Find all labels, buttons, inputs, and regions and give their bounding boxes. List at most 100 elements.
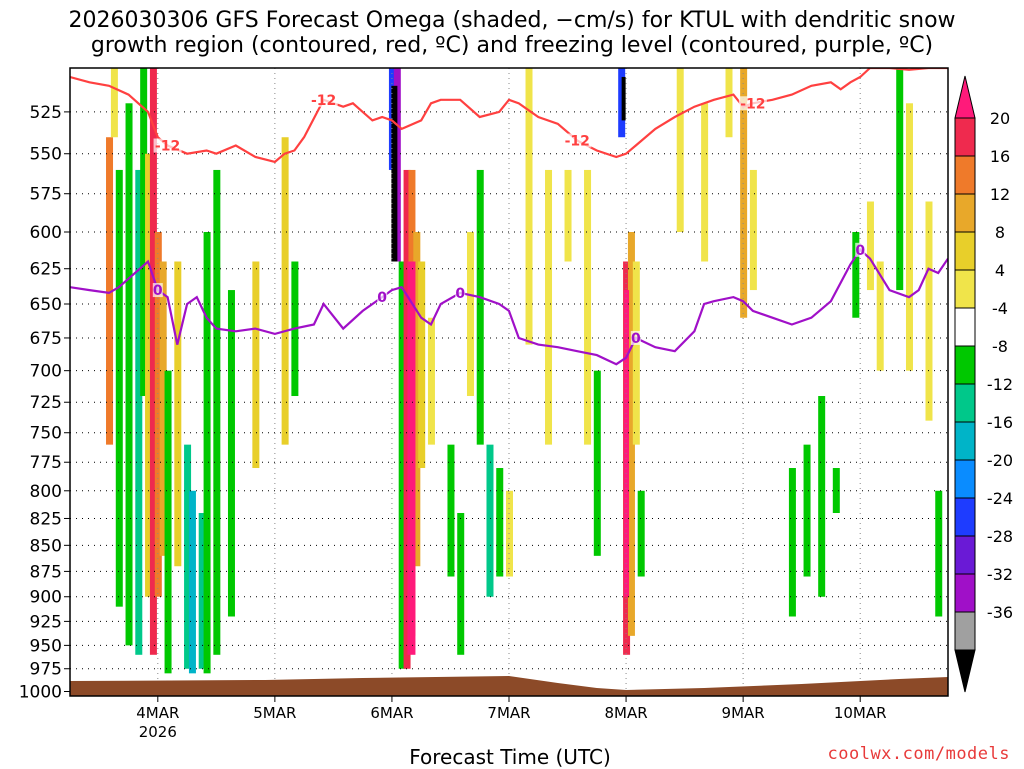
y-tick-label: 700	[30, 362, 62, 382]
colorbar-swatch	[954, 421, 976, 461]
colorbar-label: 8	[995, 223, 1005, 242]
colorbar-swatch	[954, 193, 976, 233]
y-tick-label: 800	[30, 482, 62, 502]
colorbar-label: -8	[992, 337, 1008, 356]
contour-label: -12	[740, 96, 765, 112]
colorbar-label: -24	[987, 489, 1013, 508]
colorbar-swatch	[954, 307, 976, 347]
contour-label: 0	[153, 283, 163, 299]
contour-label: 0	[377, 290, 387, 306]
colorbar-label: 4	[995, 261, 1005, 280]
omega-cell	[115, 169, 123, 607]
omega-cell	[740, 68, 748, 318]
contour-label-bg	[152, 283, 163, 298]
y-tick-label: 575	[30, 185, 62, 205]
omega-cell	[749, 169, 757, 291]
x-tick-label: 10MAR	[834, 704, 887, 722]
omega-cell	[106, 137, 114, 445]
x-tick-label: 7MAR	[487, 704, 530, 722]
colorbar-label: -32	[987, 565, 1013, 584]
y-tick-label: 900	[30, 588, 62, 608]
colorbar-swatch	[954, 459, 976, 499]
colorbar-swatch	[954, 117, 976, 157]
omega-cell	[418, 261, 426, 469]
y-tick-label: 1000	[19, 683, 62, 703]
x-tick-label: 9MAR	[722, 704, 765, 722]
colorbar: 20 16 12 8 4 -4 -8 -12 -16 -20 -24 -28 -32 -36	[954, 75, 1013, 693]
colorbar-label: 20	[990, 109, 1010, 128]
contour-label: -12	[565, 134, 590, 150]
omega-cell	[637, 490, 645, 577]
colorbar-top-arrow	[954, 75, 976, 119]
colorbar-bottom-arrow	[954, 649, 976, 693]
omega-cell	[403, 169, 411, 669]
omega-cell	[584, 169, 592, 445]
colorbar-label: -28	[987, 527, 1013, 546]
x-axis-title: Forecast Time (UTC)	[409, 745, 611, 769]
colorbar-swatch	[954, 383, 976, 423]
omega-shading	[106, 68, 943, 674]
omega-cell	[203, 232, 211, 674]
omega-cell	[125, 103, 133, 646]
omega-cell	[227, 290, 235, 617]
omega-cell	[198, 512, 206, 669]
y-tick-label: 725	[30, 393, 62, 413]
omega-cell	[486, 444, 494, 597]
x-tick-label: 4MAR	[136, 704, 179, 722]
contour-lines: -12 -12 -12 -12 0 0 0 0 0	[70, 68, 948, 366]
omega-cell	[391, 85, 398, 262]
colorbar-swatch	[954, 611, 976, 651]
contour-label-bg	[630, 330, 641, 345]
y-axis: 525 550 575 600 625 650 675 700 725 750 775 800 825 8…	[19, 103, 70, 703]
y-tick-label: 750	[30, 424, 62, 444]
omega-cell	[876, 261, 884, 371]
omega-cell	[447, 444, 455, 577]
omega-cell	[852, 232, 860, 318]
omega-cell	[149, 68, 157, 655]
x-tick-label: 6MAR	[370, 704, 413, 722]
omega-cell	[832, 468, 840, 513]
omega-cell	[632, 261, 640, 445]
omega-cell	[159, 261, 167, 556]
y-tick-label: 550	[30, 145, 62, 165]
y-tick-label: 775	[30, 453, 62, 473]
omega-cell	[281, 137, 289, 445]
chart-title-line-2: growth region (contoured, red, ºC) and f…	[90, 33, 934, 58]
contour-label: 0	[631, 331, 641, 347]
colorbar-swatch	[954, 573, 976, 613]
x-tick-label: 8MAR	[604, 704, 647, 722]
colorbar-swatch	[954, 269, 976, 309]
y-tick-label: 925	[30, 612, 62, 632]
omega-cell	[593, 370, 601, 556]
colorbar-swatch	[954, 535, 976, 575]
y-tick-label: 975	[30, 660, 62, 680]
omega-cell	[803, 444, 811, 577]
omega-cell	[905, 103, 913, 371]
omega-cell	[427, 317, 435, 445]
omega-cell	[407, 261, 416, 655]
contour-label-bg	[855, 242, 866, 257]
y-tick-label: 525	[30, 103, 62, 123]
omega-cell	[110, 68, 118, 138]
omega-cell	[252, 261, 260, 469]
y-tick-label: 825	[30, 509, 62, 529]
omega-cell	[701, 103, 709, 262]
contour-label: -12	[155, 139, 180, 155]
credit-link[interactable]: coolwx.com/models	[827, 744, 1010, 764]
omega-cell	[213, 169, 221, 655]
colorbar-label: -20	[987, 451, 1013, 470]
contour-label: 0	[455, 286, 465, 302]
colorbar-swatch	[954, 497, 976, 537]
omega-cell	[525, 68, 533, 345]
colorbar-swatch	[954, 345, 976, 385]
chart-title-line-1: 2026030306 GFS Forecast Omega (shaded, −…	[68, 8, 956, 33]
omega-cell	[140, 68, 148, 397]
contour-label-bg	[738, 96, 767, 111]
y-tick-label: 850	[30, 536, 62, 556]
omega-cell	[788, 468, 796, 617]
omega-cell	[621, 76, 626, 121]
contour-label-bg	[309, 92, 338, 107]
omega-cell	[135, 169, 143, 655]
y-tick-label: 600	[30, 223, 62, 243]
